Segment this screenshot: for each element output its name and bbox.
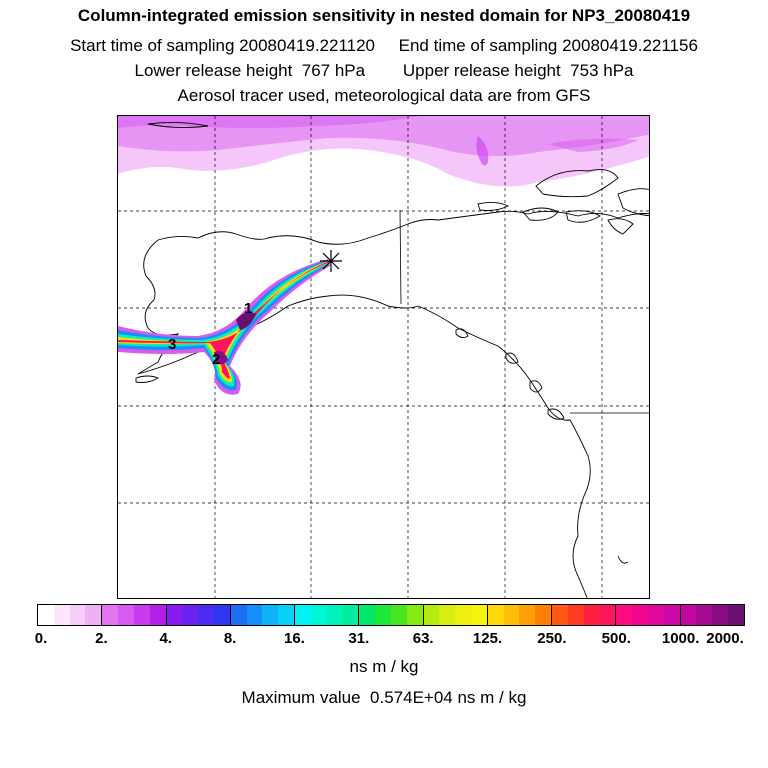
lat-lon-grid: [118, 116, 649, 598]
color-scale-cell: [423, 605, 440, 625]
color-scale-cell: [118, 605, 134, 625]
emission-sensitivity-map: 1 2 3: [117, 115, 650, 599]
sampling-time-line: Start time of sampling 20080419.221120 E…: [70, 36, 698, 55]
color-scale-cell: [359, 605, 376, 625]
color-scale-cell: [69, 605, 86, 625]
release-point-asterisk-icon: [320, 250, 342, 272]
color-scale-cell: [166, 605, 183, 625]
color-scale-cell: [632, 605, 648, 625]
color-scale-cell: [503, 605, 520, 625]
color-scale-cell: [246, 605, 263, 625]
plume-age-label: 2: [212, 351, 220, 368]
color-scale-tick-label: 2.: [95, 630, 108, 647]
color-scale-tick-label: 1000.: [661, 630, 700, 647]
color-scale-cell: [680, 605, 697, 625]
maximum-value-text: Maximum value 0.574E+04 ns m / kg: [241, 688, 527, 707]
color-scale-cell: [262, 605, 279, 625]
color-scale-tick-label: 16.: [284, 630, 305, 647]
color-scale-tick-label: 500.: [601, 630, 631, 647]
color-scale-ticks: 0. 2. 4. 8. 16. 31. 63. 125. 250. 500. 1000. 2000.: [0, 630, 768, 650]
plot-title: Column-integrated emission sensitivity i…: [77, 6, 691, 25]
release-height-line: Lower release height 767 hPa Upper relea…: [134, 61, 634, 80]
color-scale-cell: [230, 605, 247, 625]
color-scale-cell: [149, 605, 167, 625]
color-scale-bar: [37, 604, 745, 626]
color-scale-cell: [198, 605, 214, 625]
color-scale-cell: [663, 605, 681, 625]
color-scale-cell: [85, 605, 103, 625]
color-scale-cell: [616, 605, 633, 625]
color-scale-cell: [326, 605, 343, 625]
color-scale-cell: [455, 605, 471, 625]
color-scale-cell: [439, 605, 456, 625]
color-scale-cell: [567, 605, 584, 625]
tracer-info-line: Aerosol tracer used, meteorological data…: [177, 86, 591, 105]
color-scale-tick-label: 8.: [223, 630, 237, 647]
color-scale-cell: [552, 605, 568, 625]
color-scale-cell: [278, 605, 295, 625]
color-scale-cell: [38, 605, 54, 625]
color-scale-cell: [342, 605, 360, 625]
plume-age-label: 3: [168, 336, 176, 353]
color-scale-cell: [696, 605, 713, 625]
color-scale-cell: [727, 605, 744, 625]
color-scale-cell: [390, 605, 407, 625]
color-scale-cell: [519, 605, 536, 625]
color-scale-tick-label: 0.: [34, 630, 48, 647]
color-scale-tick-label: 63.: [412, 630, 434, 647]
color-scale-unit: ns m / kg: [349, 657, 419, 676]
color-scale-cell: [310, 605, 327, 625]
color-scale-cell: [406, 605, 424, 625]
color-scale-cell: [583, 605, 600, 625]
color-scale-cell: [213, 605, 231, 625]
color-scale-cell: [712, 605, 728, 625]
color-scale-tick-label: 31.: [348, 630, 370, 647]
color-scale-cell: [487, 605, 504, 625]
map-canvas: 1 2 3: [118, 116, 649, 598]
color-scale-tick-label: 250.: [537, 630, 567, 647]
color-scale-cell: [102, 605, 119, 625]
arctic-sensitivity-haze: [118, 116, 649, 187]
color-scale-cell: [647, 605, 664, 625]
color-scale-cell: [599, 605, 617, 625]
color-scale-cell: [133, 605, 150, 625]
plume-age-label: 1: [244, 300, 252, 317]
color-scale-cell: [53, 605, 70, 625]
color-scale-tick-label: 4.: [159, 630, 172, 647]
emission-sensitivity-plume: [118, 259, 330, 395]
color-scale-cell: [182, 605, 199, 625]
color-scale-tick-label: 2000.: [706, 630, 744, 647]
color-scale-cell: [375, 605, 391, 625]
color-scale-cell: [535, 605, 552, 625]
color-scale-cell: [470, 605, 488, 625]
color-scale-cell: [295, 605, 311, 625]
color-scale-tick-label: 125.: [472, 630, 503, 647]
